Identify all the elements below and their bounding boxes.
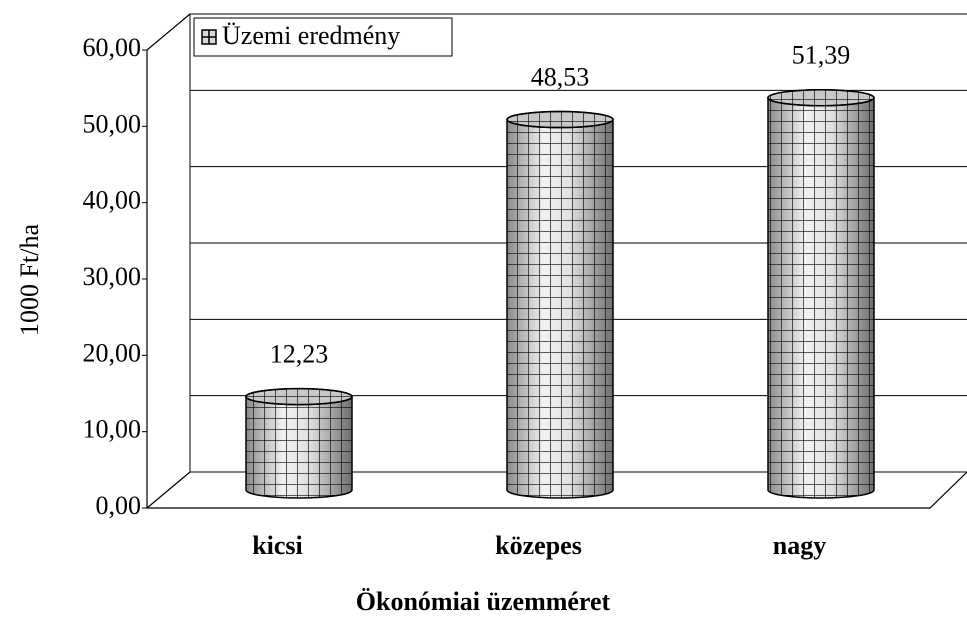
floor bbox=[147, 471, 967, 509]
bar bbox=[767, 88, 875, 499]
y-tick-label: 10,00 bbox=[83, 415, 142, 444]
side-wall bbox=[146, 13, 191, 509]
bar bbox=[245, 387, 353, 499]
x-tick-label: nagy bbox=[773, 531, 826, 560]
legend-label: Üzemi eredmény bbox=[222, 21, 400, 50]
data-label: 48,53 bbox=[531, 63, 590, 92]
bar-hatch bbox=[767, 96, 875, 499]
x-axis-title: Ökonómiai üzemméret bbox=[356, 587, 611, 616]
y-tick-label: 40,00 bbox=[83, 186, 142, 215]
y-axis-title: 1000 Ft/ha bbox=[15, 224, 44, 336]
y-tick-label: 60,00 bbox=[83, 33, 142, 62]
bar-hatch bbox=[245, 395, 353, 499]
bar-top-hatch bbox=[767, 88, 875, 107]
y-tick-label: 50,00 bbox=[83, 109, 142, 138]
data-label: 12,23 bbox=[270, 340, 329, 369]
data-label: 51,39 bbox=[792, 41, 851, 70]
legend: Üzemi eredmény bbox=[193, 17, 453, 57]
x-tick-label: közepes bbox=[495, 531, 582, 560]
bar bbox=[506, 110, 614, 499]
legend-swatch-hatch bbox=[202, 30, 216, 44]
bar-top-hatch bbox=[245, 387, 353, 406]
legend-box bbox=[193, 17, 453, 57]
bar-hatch bbox=[506, 118, 614, 499]
y-tick-label: 30,00 bbox=[83, 262, 142, 291]
bar-top-hatch bbox=[506, 110, 614, 129]
y-tick-label: 0,00 bbox=[96, 491, 142, 520]
x-tick-label: kicsi bbox=[252, 531, 303, 560]
y-tick-label: 20,00 bbox=[83, 338, 142, 367]
